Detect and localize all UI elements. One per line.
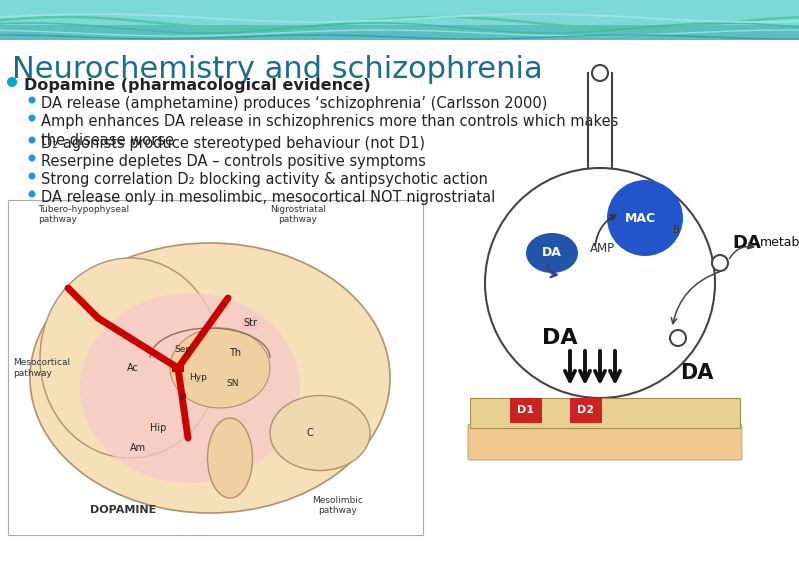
Text: DA: DA <box>543 328 578 348</box>
Ellipse shape <box>526 233 578 273</box>
Text: AMP: AMP <box>590 242 615 254</box>
Bar <box>470 398 740 428</box>
Circle shape <box>29 96 35 104</box>
Circle shape <box>29 172 35 180</box>
Circle shape <box>607 180 683 256</box>
Ellipse shape <box>80 293 300 483</box>
Circle shape <box>670 330 686 346</box>
Bar <box>570 398 602 423</box>
Text: D2: D2 <box>578 405 594 415</box>
Text: MAC: MAC <box>625 212 655 225</box>
Text: D₂ agonists produce stereotyped behaviour (not D1): D₂ agonists produce stereotyped behaviou… <box>41 136 425 151</box>
Text: DA release (amphetamine) produces ‘schizophrenia’ (Carlsson 2000): DA release (amphetamine) produces ‘schiz… <box>41 96 547 111</box>
Ellipse shape <box>30 243 390 513</box>
Text: metabolite: metabolite <box>760 236 799 249</box>
Circle shape <box>29 136 35 144</box>
Text: Am: Am <box>130 443 146 453</box>
Circle shape <box>712 255 728 271</box>
Text: Neurochemistry and schizophrenia: Neurochemistry and schizophrenia <box>12 55 543 84</box>
Bar <box>0 25 799 40</box>
Bar <box>8 200 423 535</box>
Text: Reserpine depletes DA – controls positive symptoms: Reserpine depletes DA – controls positiv… <box>41 154 426 169</box>
Circle shape <box>7 77 17 87</box>
Text: Tubero-hypophyseal
pathway: Tubero-hypophyseal pathway <box>38 205 129 225</box>
Text: Nigrostriatal
pathway: Nigrostriatal pathway <box>270 205 326 225</box>
Text: Mesocortical
pathway: Mesocortical pathway <box>13 358 70 378</box>
Text: SN: SN <box>227 378 239 387</box>
Bar <box>0 0 799 40</box>
Circle shape <box>29 190 35 198</box>
Ellipse shape <box>170 328 270 408</box>
Text: DOPAMINE: DOPAMINE <box>89 505 156 515</box>
Text: Dopamine (pharmacological evidence): Dopamine (pharmacological evidence) <box>24 78 371 93</box>
Circle shape <box>29 114 35 122</box>
Text: Hip: Hip <box>150 423 166 433</box>
Text: Ac: Ac <box>127 363 139 373</box>
Text: DA release only in mesolimbic, mesocortical NOT nigrostriatal: DA release only in mesolimbic, mesocorti… <box>41 190 495 205</box>
Bar <box>510 398 542 423</box>
Text: DA: DA <box>680 363 714 383</box>
Text: Hyp: Hyp <box>189 373 207 382</box>
Text: P: P <box>181 394 185 403</box>
Circle shape <box>592 65 608 81</box>
Ellipse shape <box>40 258 220 458</box>
Text: C: C <box>307 428 313 438</box>
Text: Th: Th <box>229 348 241 358</box>
Text: Strong correlation D₂ blocking activity & antipsychotic action: Strong correlation D₂ blocking activity … <box>41 172 488 187</box>
Text: Amph enhances DA release in schizophrenics more than controls which makes
the di: Amph enhances DA release in schizophreni… <box>41 114 618 148</box>
Text: D1: D1 <box>518 405 535 415</box>
Text: Sep: Sep <box>174 346 192 355</box>
Bar <box>172 364 184 372</box>
Circle shape <box>29 154 35 162</box>
Text: Str: Str <box>243 318 257 328</box>
Ellipse shape <box>270 395 370 471</box>
Text: DA: DA <box>732 234 761 252</box>
Text: B: B <box>673 225 680 235</box>
FancyBboxPatch shape <box>468 424 742 460</box>
Text: DA: DA <box>542 247 562 260</box>
Ellipse shape <box>208 418 252 498</box>
Text: Mesolimbic
pathway: Mesolimbic pathway <box>312 495 364 515</box>
